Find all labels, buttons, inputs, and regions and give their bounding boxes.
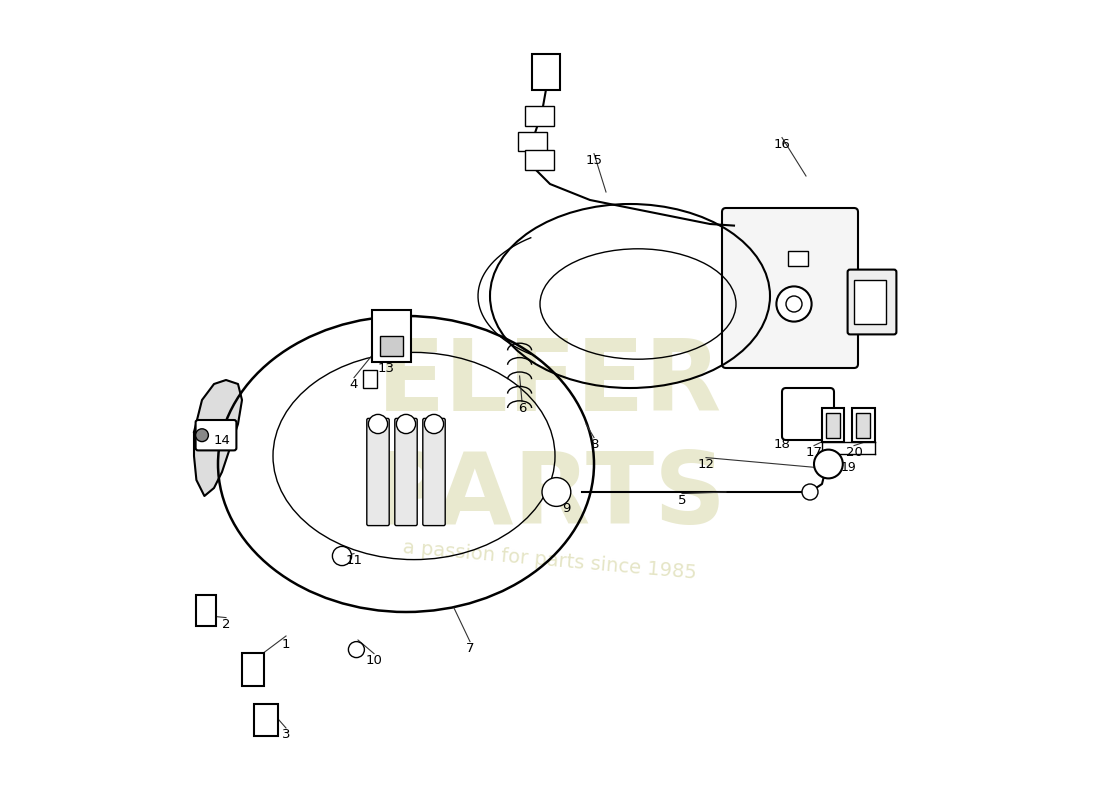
- Text: ELFER
PARTS: ELFER PARTS: [373, 335, 727, 545]
- Circle shape: [196, 429, 208, 442]
- Text: 2: 2: [222, 618, 230, 630]
- Circle shape: [542, 478, 571, 506]
- Text: 6: 6: [518, 402, 526, 414]
- Circle shape: [802, 484, 818, 500]
- Text: 12: 12: [697, 458, 715, 470]
- FancyBboxPatch shape: [532, 54, 560, 90]
- Text: 9: 9: [562, 502, 570, 514]
- FancyBboxPatch shape: [525, 106, 554, 126]
- FancyBboxPatch shape: [242, 653, 264, 686]
- FancyBboxPatch shape: [848, 270, 896, 334]
- FancyBboxPatch shape: [788, 251, 807, 266]
- Text: 17: 17: [805, 446, 823, 458]
- Circle shape: [425, 414, 443, 434]
- Text: 10: 10: [365, 654, 383, 666]
- Circle shape: [786, 296, 802, 312]
- Circle shape: [332, 546, 352, 566]
- FancyBboxPatch shape: [854, 280, 886, 324]
- Text: 14: 14: [213, 434, 230, 446]
- FancyBboxPatch shape: [381, 336, 403, 356]
- Text: 4: 4: [350, 378, 359, 390]
- FancyBboxPatch shape: [518, 132, 547, 151]
- Text: 16: 16: [773, 138, 791, 150]
- FancyBboxPatch shape: [782, 388, 834, 440]
- Text: 5: 5: [678, 494, 686, 506]
- Text: 18: 18: [773, 438, 791, 450]
- FancyBboxPatch shape: [197, 595, 217, 626]
- FancyBboxPatch shape: [826, 413, 840, 438]
- FancyBboxPatch shape: [196, 420, 236, 450]
- Circle shape: [349, 642, 364, 658]
- FancyBboxPatch shape: [422, 418, 446, 526]
- FancyBboxPatch shape: [373, 310, 410, 362]
- Circle shape: [368, 414, 387, 434]
- Text: 3: 3: [282, 728, 290, 741]
- Text: 7: 7: [465, 642, 474, 654]
- FancyBboxPatch shape: [856, 413, 870, 438]
- Circle shape: [777, 286, 812, 322]
- Text: 15: 15: [585, 154, 603, 166]
- FancyBboxPatch shape: [852, 408, 874, 442]
- FancyBboxPatch shape: [525, 150, 554, 170]
- Text: 13: 13: [377, 362, 395, 374]
- Text: a passion for parts since 1985: a passion for parts since 1985: [403, 538, 697, 582]
- FancyBboxPatch shape: [366, 418, 389, 526]
- FancyBboxPatch shape: [395, 418, 417, 526]
- Text: 1: 1: [282, 638, 290, 650]
- Text: 20: 20: [846, 446, 862, 458]
- Circle shape: [396, 414, 416, 434]
- Text: 11: 11: [345, 554, 363, 566]
- Circle shape: [814, 450, 843, 478]
- Text: 19: 19: [840, 461, 856, 474]
- Polygon shape: [194, 380, 242, 496]
- FancyBboxPatch shape: [254, 704, 278, 736]
- Text: 8: 8: [590, 438, 598, 450]
- FancyBboxPatch shape: [822, 408, 845, 442]
- FancyBboxPatch shape: [722, 208, 858, 368]
- FancyBboxPatch shape: [363, 370, 377, 388]
